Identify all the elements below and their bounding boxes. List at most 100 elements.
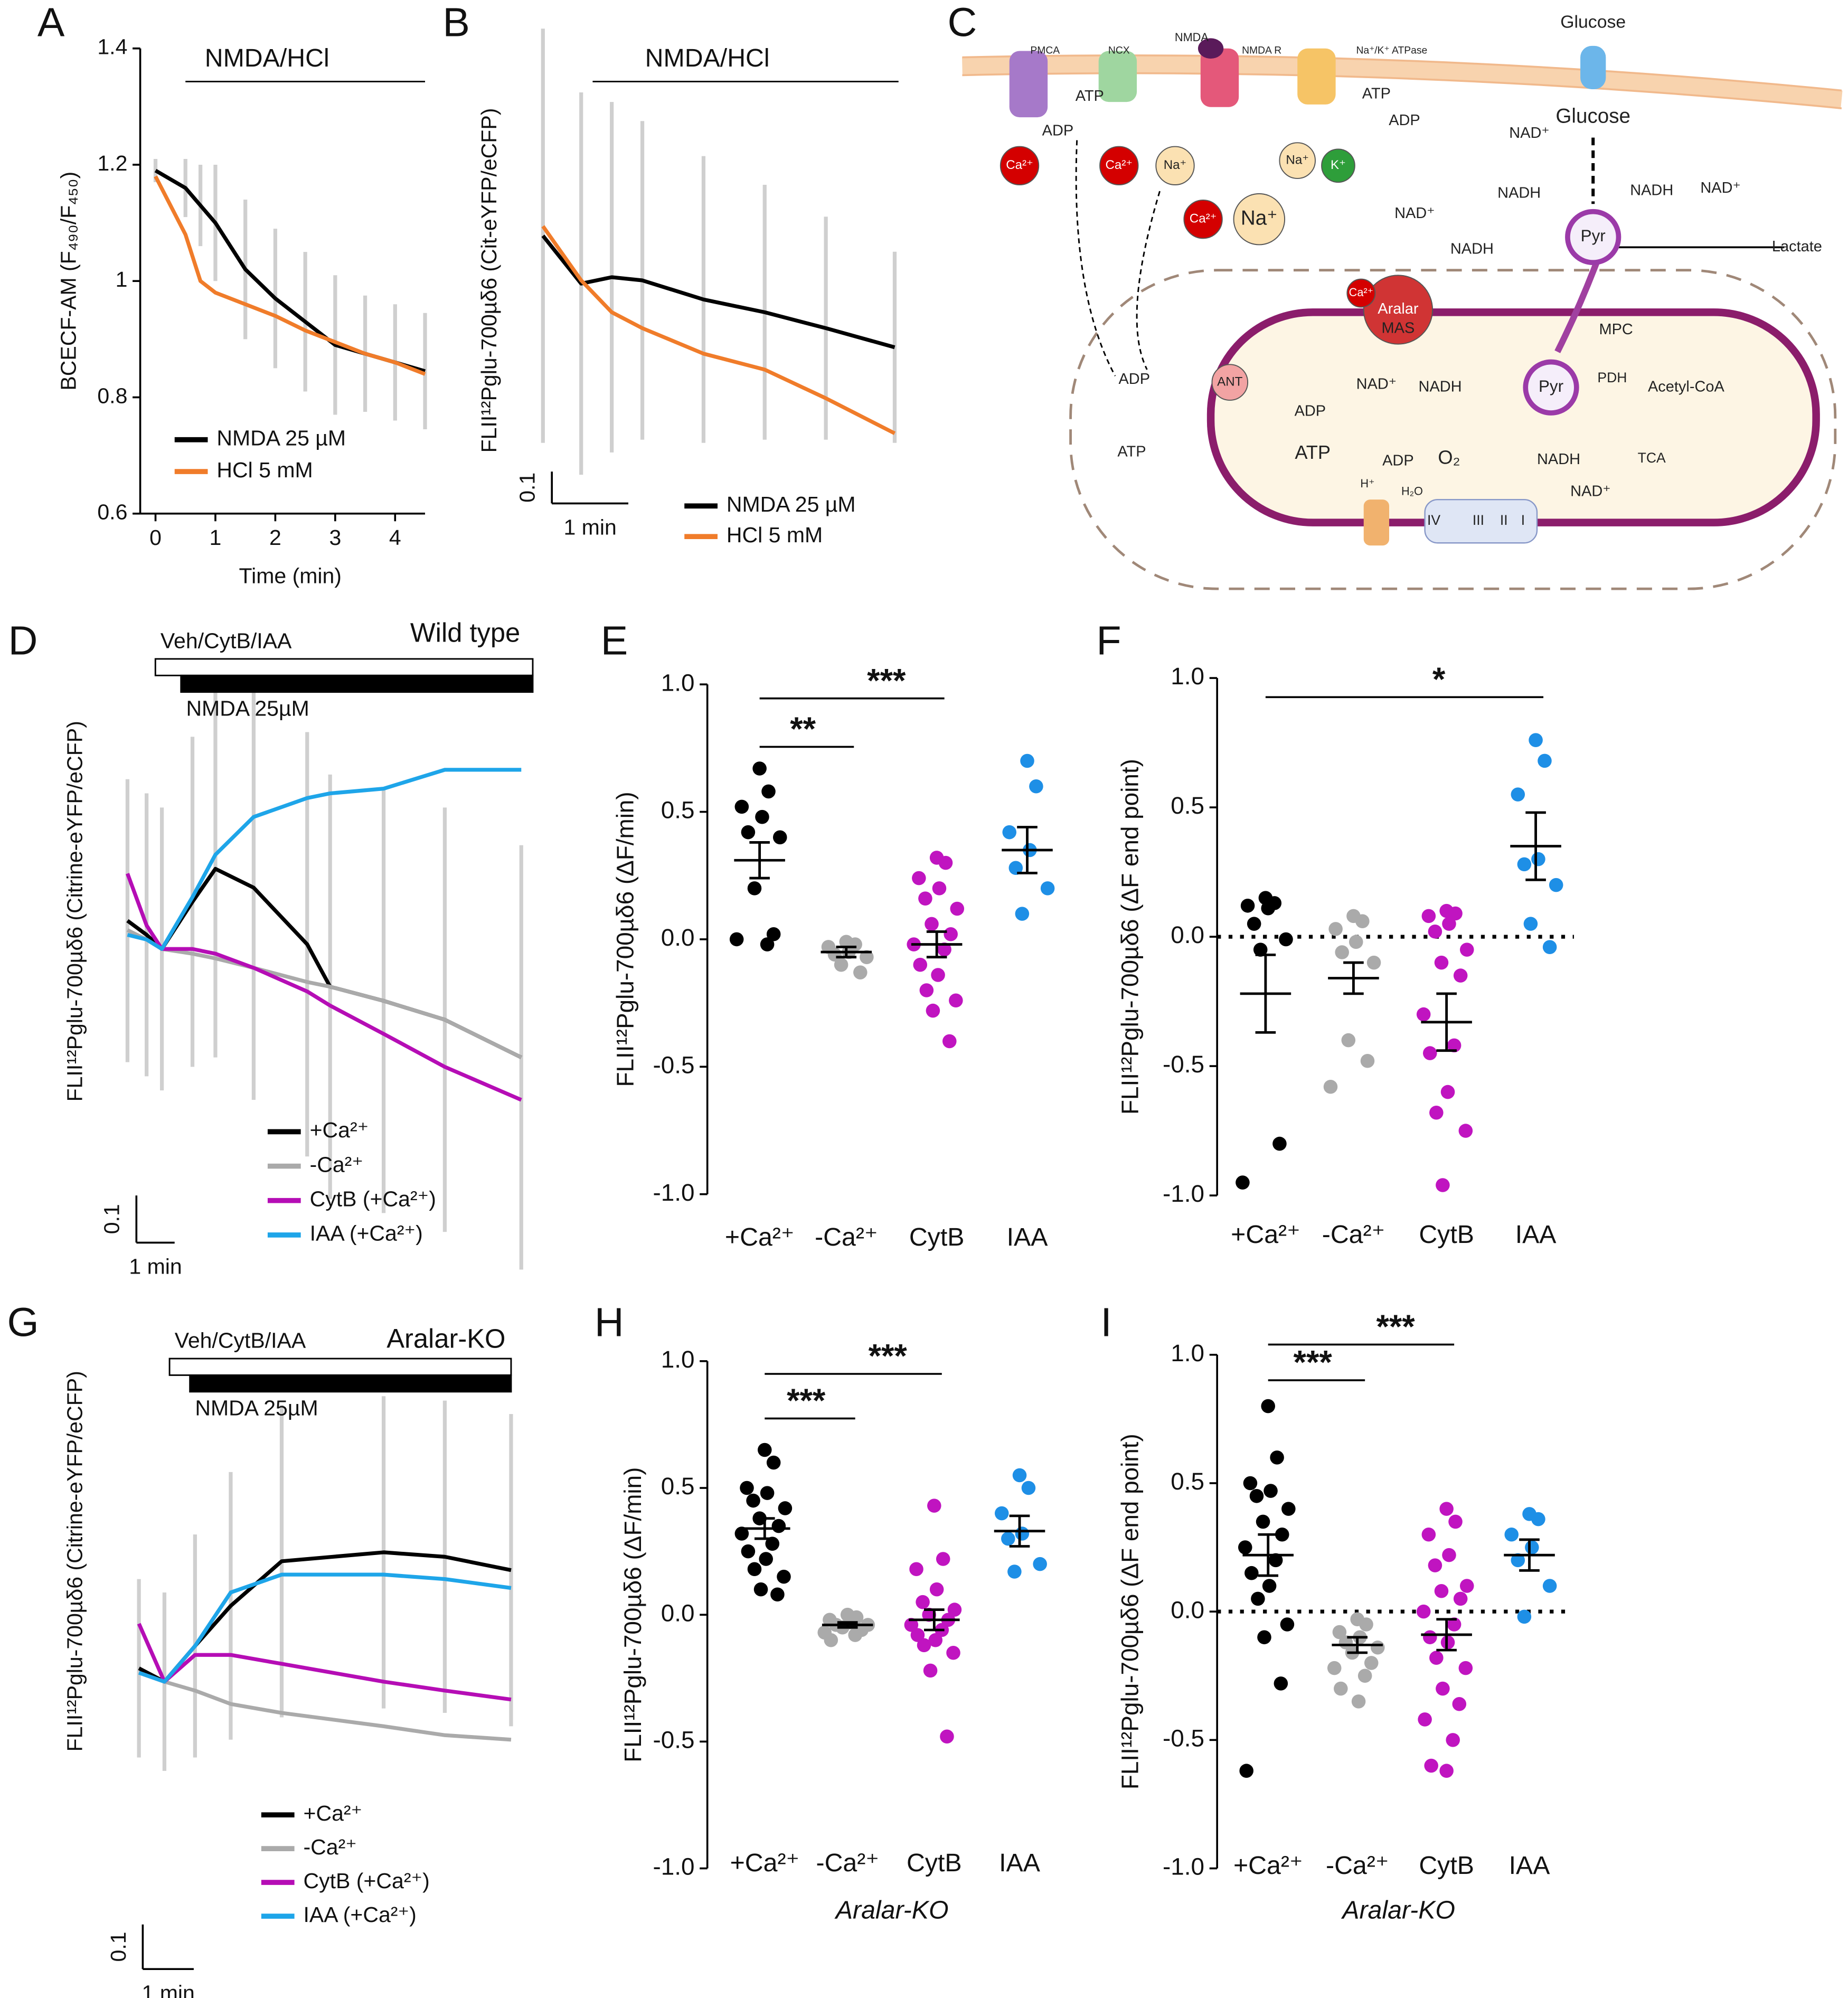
data-point xyxy=(1434,955,1449,970)
y-tick-label: -1.0 xyxy=(1163,1180,1204,1207)
data-point xyxy=(1029,779,1043,794)
panel-label: I xyxy=(1100,1300,1111,1345)
scale-bar-y-label: 0.1 xyxy=(106,1931,130,1962)
data-point xyxy=(761,784,776,799)
panel-label: F xyxy=(1096,618,1121,663)
adp-arrows xyxy=(1075,140,1161,376)
sem-bar xyxy=(837,1621,858,1629)
data-point xyxy=(950,901,965,916)
diagram-label: II xyxy=(1500,512,1508,528)
data-point xyxy=(1243,1476,1258,1491)
y-tick-label: -1.0 xyxy=(653,1179,694,1206)
data-point xyxy=(1328,922,1343,936)
x-tick-label: IAA xyxy=(999,1849,1041,1877)
diagram-label: K⁺ xyxy=(1331,158,1346,172)
y-axis-label: FLII¹²Pglu-700µδ6 (Citrine-eYFP/eCFP) xyxy=(63,721,87,1101)
significance-label: *** xyxy=(1376,1308,1415,1345)
data-point xyxy=(1448,1514,1463,1529)
data-point xyxy=(1020,753,1034,768)
data-point xyxy=(994,1506,1009,1521)
significance-label: *** xyxy=(1294,1344,1333,1381)
data-point xyxy=(1021,1481,1036,1495)
data-point xyxy=(741,825,756,840)
data-point xyxy=(927,1498,941,1513)
data-point xyxy=(1355,914,1370,928)
diagram-label: H⁺ xyxy=(1360,477,1374,490)
data-point xyxy=(904,1618,919,1632)
diagram-node xyxy=(1233,193,1286,246)
nmda-ligand xyxy=(1198,38,1224,59)
data-point xyxy=(770,1587,785,1602)
data-point xyxy=(1236,1175,1250,1190)
data-point xyxy=(1274,1676,1288,1691)
diagram-label: Ca²⁺ xyxy=(1006,158,1033,172)
sem-bar xyxy=(749,841,770,880)
diagram-label: O₂ xyxy=(1438,447,1460,468)
diagram-label: H₂O xyxy=(1401,484,1423,497)
pyruvate-arrow xyxy=(1554,253,1602,353)
data-point xyxy=(1458,1661,1473,1675)
y-tick-label: 0.0 xyxy=(661,923,695,951)
data-point xyxy=(913,957,928,972)
sem-bar xyxy=(1017,826,1038,874)
x-axis-label: Aralar-KO xyxy=(834,1896,949,1924)
data-point xyxy=(765,1537,780,1551)
y-tick-label: 0.5 xyxy=(1171,791,1204,819)
data-point xyxy=(1429,1651,1444,1665)
data-point xyxy=(1015,907,1030,921)
data-point xyxy=(1436,1178,1450,1192)
data-point xyxy=(1428,1558,1442,1572)
data-point xyxy=(923,1663,938,1678)
diagram-node xyxy=(1000,146,1040,185)
data-point xyxy=(848,1628,862,1642)
scale-bar-y-label: 0.1 xyxy=(515,473,540,503)
data-point xyxy=(1015,1526,1030,1541)
data-point xyxy=(824,1633,838,1647)
data-point xyxy=(1270,1450,1284,1465)
data-point xyxy=(1275,1527,1289,1542)
diagram-label: NCX xyxy=(1108,45,1130,56)
x-tick-label: +Ca²⁺ xyxy=(730,1849,799,1877)
data-point xyxy=(1421,909,1436,923)
diagram-node xyxy=(1211,364,1249,401)
data-point xyxy=(747,1562,762,1577)
diagram-node xyxy=(1363,275,1434,345)
data-point xyxy=(1007,1565,1022,1579)
y-tick-label: 0.0 xyxy=(1171,1596,1204,1623)
data-point xyxy=(758,1443,772,1457)
data-point xyxy=(746,1493,760,1508)
diagram-label: Na⁺ xyxy=(1286,153,1309,167)
y-tick-label: 0.6 xyxy=(97,500,127,524)
data-point xyxy=(1434,1584,1449,1598)
y-tick-label: -0.5 xyxy=(653,1051,694,1078)
treatment-label: NMDA/HCl xyxy=(645,44,770,72)
data-point xyxy=(1525,1540,1539,1554)
data-point xyxy=(918,891,932,906)
data-point xyxy=(1448,906,1463,921)
significance-label: *** xyxy=(787,1382,826,1419)
data-point xyxy=(922,1607,936,1622)
data-point xyxy=(1257,1630,1271,1645)
data-point xyxy=(1256,1514,1270,1529)
data-point xyxy=(1251,1591,1265,1606)
protocol-label: NMDA 25µM xyxy=(195,1396,318,1420)
diagram-label: ATP xyxy=(1295,441,1331,463)
data-point xyxy=(1442,1548,1456,1562)
data-point xyxy=(931,968,945,982)
legend-label: -Ca²⁺ xyxy=(310,1152,363,1176)
diagram-label: ATP xyxy=(1076,88,1104,105)
data-point xyxy=(937,942,951,957)
data-point xyxy=(853,965,868,979)
y-axis-label: BCECF-AM (F₄₉₀/F₄₅₀) xyxy=(56,172,81,391)
data-point xyxy=(910,1628,925,1642)
atp-synthase xyxy=(1363,500,1390,546)
data-point xyxy=(1359,1617,1373,1632)
y-tick-label: -1.0 xyxy=(1163,1853,1204,1880)
y-tick-label: 1.0 xyxy=(1171,1339,1204,1366)
legend-label: IAA (+Ca²⁺) xyxy=(304,1902,417,1927)
diagram-label: Na⁺/K⁺ ATPase xyxy=(1356,45,1427,56)
data-point xyxy=(755,809,769,824)
legend-label: +Ca²⁺ xyxy=(304,1801,363,1825)
membrane-edge xyxy=(962,54,1842,92)
y-tick-label: 0.8 xyxy=(97,383,127,408)
